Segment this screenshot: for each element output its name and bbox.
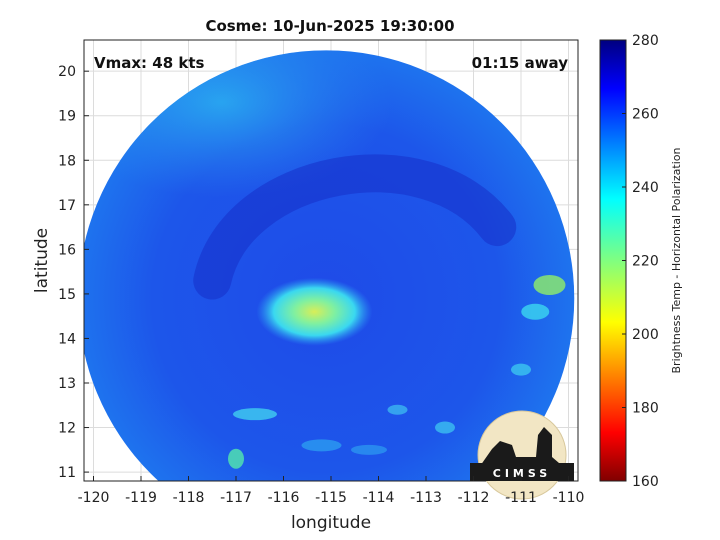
colorbar-tick-label: 260: [632, 107, 659, 123]
x-tick-label: -114: [363, 490, 395, 506]
chart-title: Cosme: 10-Jun-2025 19:30:00: [205, 17, 454, 35]
y-tick-label: 16: [58, 242, 76, 258]
speckle: [387, 404, 408, 415]
colorbar: 160 180 200 220 240 260 280 Brightness Temp - …: [599, 33, 683, 490]
colorbar-label: Brightness Temp - Horizontal Polarizatio…: [670, 147, 683, 373]
storm-core: [256, 277, 373, 346]
speckle: [351, 444, 387, 455]
colorbar-tick-label: 160: [632, 474, 659, 490]
speckle: [301, 439, 342, 452]
speckle: [521, 303, 550, 320]
y-tick-label: 20: [58, 64, 76, 80]
y-tick-label: 14: [58, 331, 76, 347]
x-tick-label: -119: [125, 490, 157, 506]
logo-text: CIMSS: [493, 467, 551, 480]
logo-bar: [470, 463, 574, 481]
colorbar-tick-label: 200: [632, 327, 659, 343]
y-tick-label: 15: [58, 287, 76, 303]
y-tick-label: 19: [58, 109, 76, 125]
x-tick-label: -118: [173, 490, 205, 506]
convective-speckles: [228, 275, 566, 469]
time-away-label: 01:15 away: [472, 54, 569, 72]
x-tick-label: -116: [268, 490, 300, 506]
y-axis-label: latitude: [32, 228, 52, 293]
colorbar-gradient: [599, 39, 627, 482]
y-tick-label: 13: [58, 376, 76, 392]
x-tick-label: -112: [458, 490, 490, 506]
dark-rainband: [193, 154, 517, 300]
speckle: [233, 408, 277, 421]
speckle: [511, 363, 531, 376]
vmax-label: Vmax: 48 kts: [94, 54, 204, 72]
plot-area: Vmax: 48 kts 01:15 away CIMSS: [83, 39, 579, 500]
y-axis-ticks: 11 12 13 14 15 16 17 18 19 20: [58, 64, 89, 481]
colorbar-ticks: 160 180 200 220 240 260 280: [622, 33, 659, 490]
y-tick-label: 18: [58, 153, 76, 169]
colorbar-tick-label: 180: [632, 401, 659, 417]
x-tick-label: -113: [410, 490, 442, 506]
y-tick-label: 11: [58, 465, 76, 481]
colorbar-tick-label: 280: [632, 33, 659, 49]
cimss-logo: CIMSS: [470, 410, 574, 500]
speckle: [435, 421, 455, 434]
colorbar-tick-label: 220: [632, 254, 659, 270]
y-tick-label: 17: [58, 198, 76, 214]
x-axis-ticks: -120 -119 -118 -117 -116 -115 -114 -113 -112 -111…: [78, 476, 585, 506]
x-tick-label: -110: [553, 490, 585, 506]
x-tick-label: -111: [505, 490, 537, 506]
speckle: [533, 275, 566, 295]
x-tick-label: -117: [220, 490, 252, 506]
speckle: [228, 448, 244, 469]
x-tick-label: -120: [78, 490, 110, 506]
colorbar-tick-label: 240: [632, 180, 659, 196]
logo-silhouette: [478, 427, 566, 469]
x-tick-label: -115: [315, 490, 347, 506]
x-axis-label: longitude: [291, 513, 371, 533]
y-tick-label: 12: [58, 421, 76, 437]
